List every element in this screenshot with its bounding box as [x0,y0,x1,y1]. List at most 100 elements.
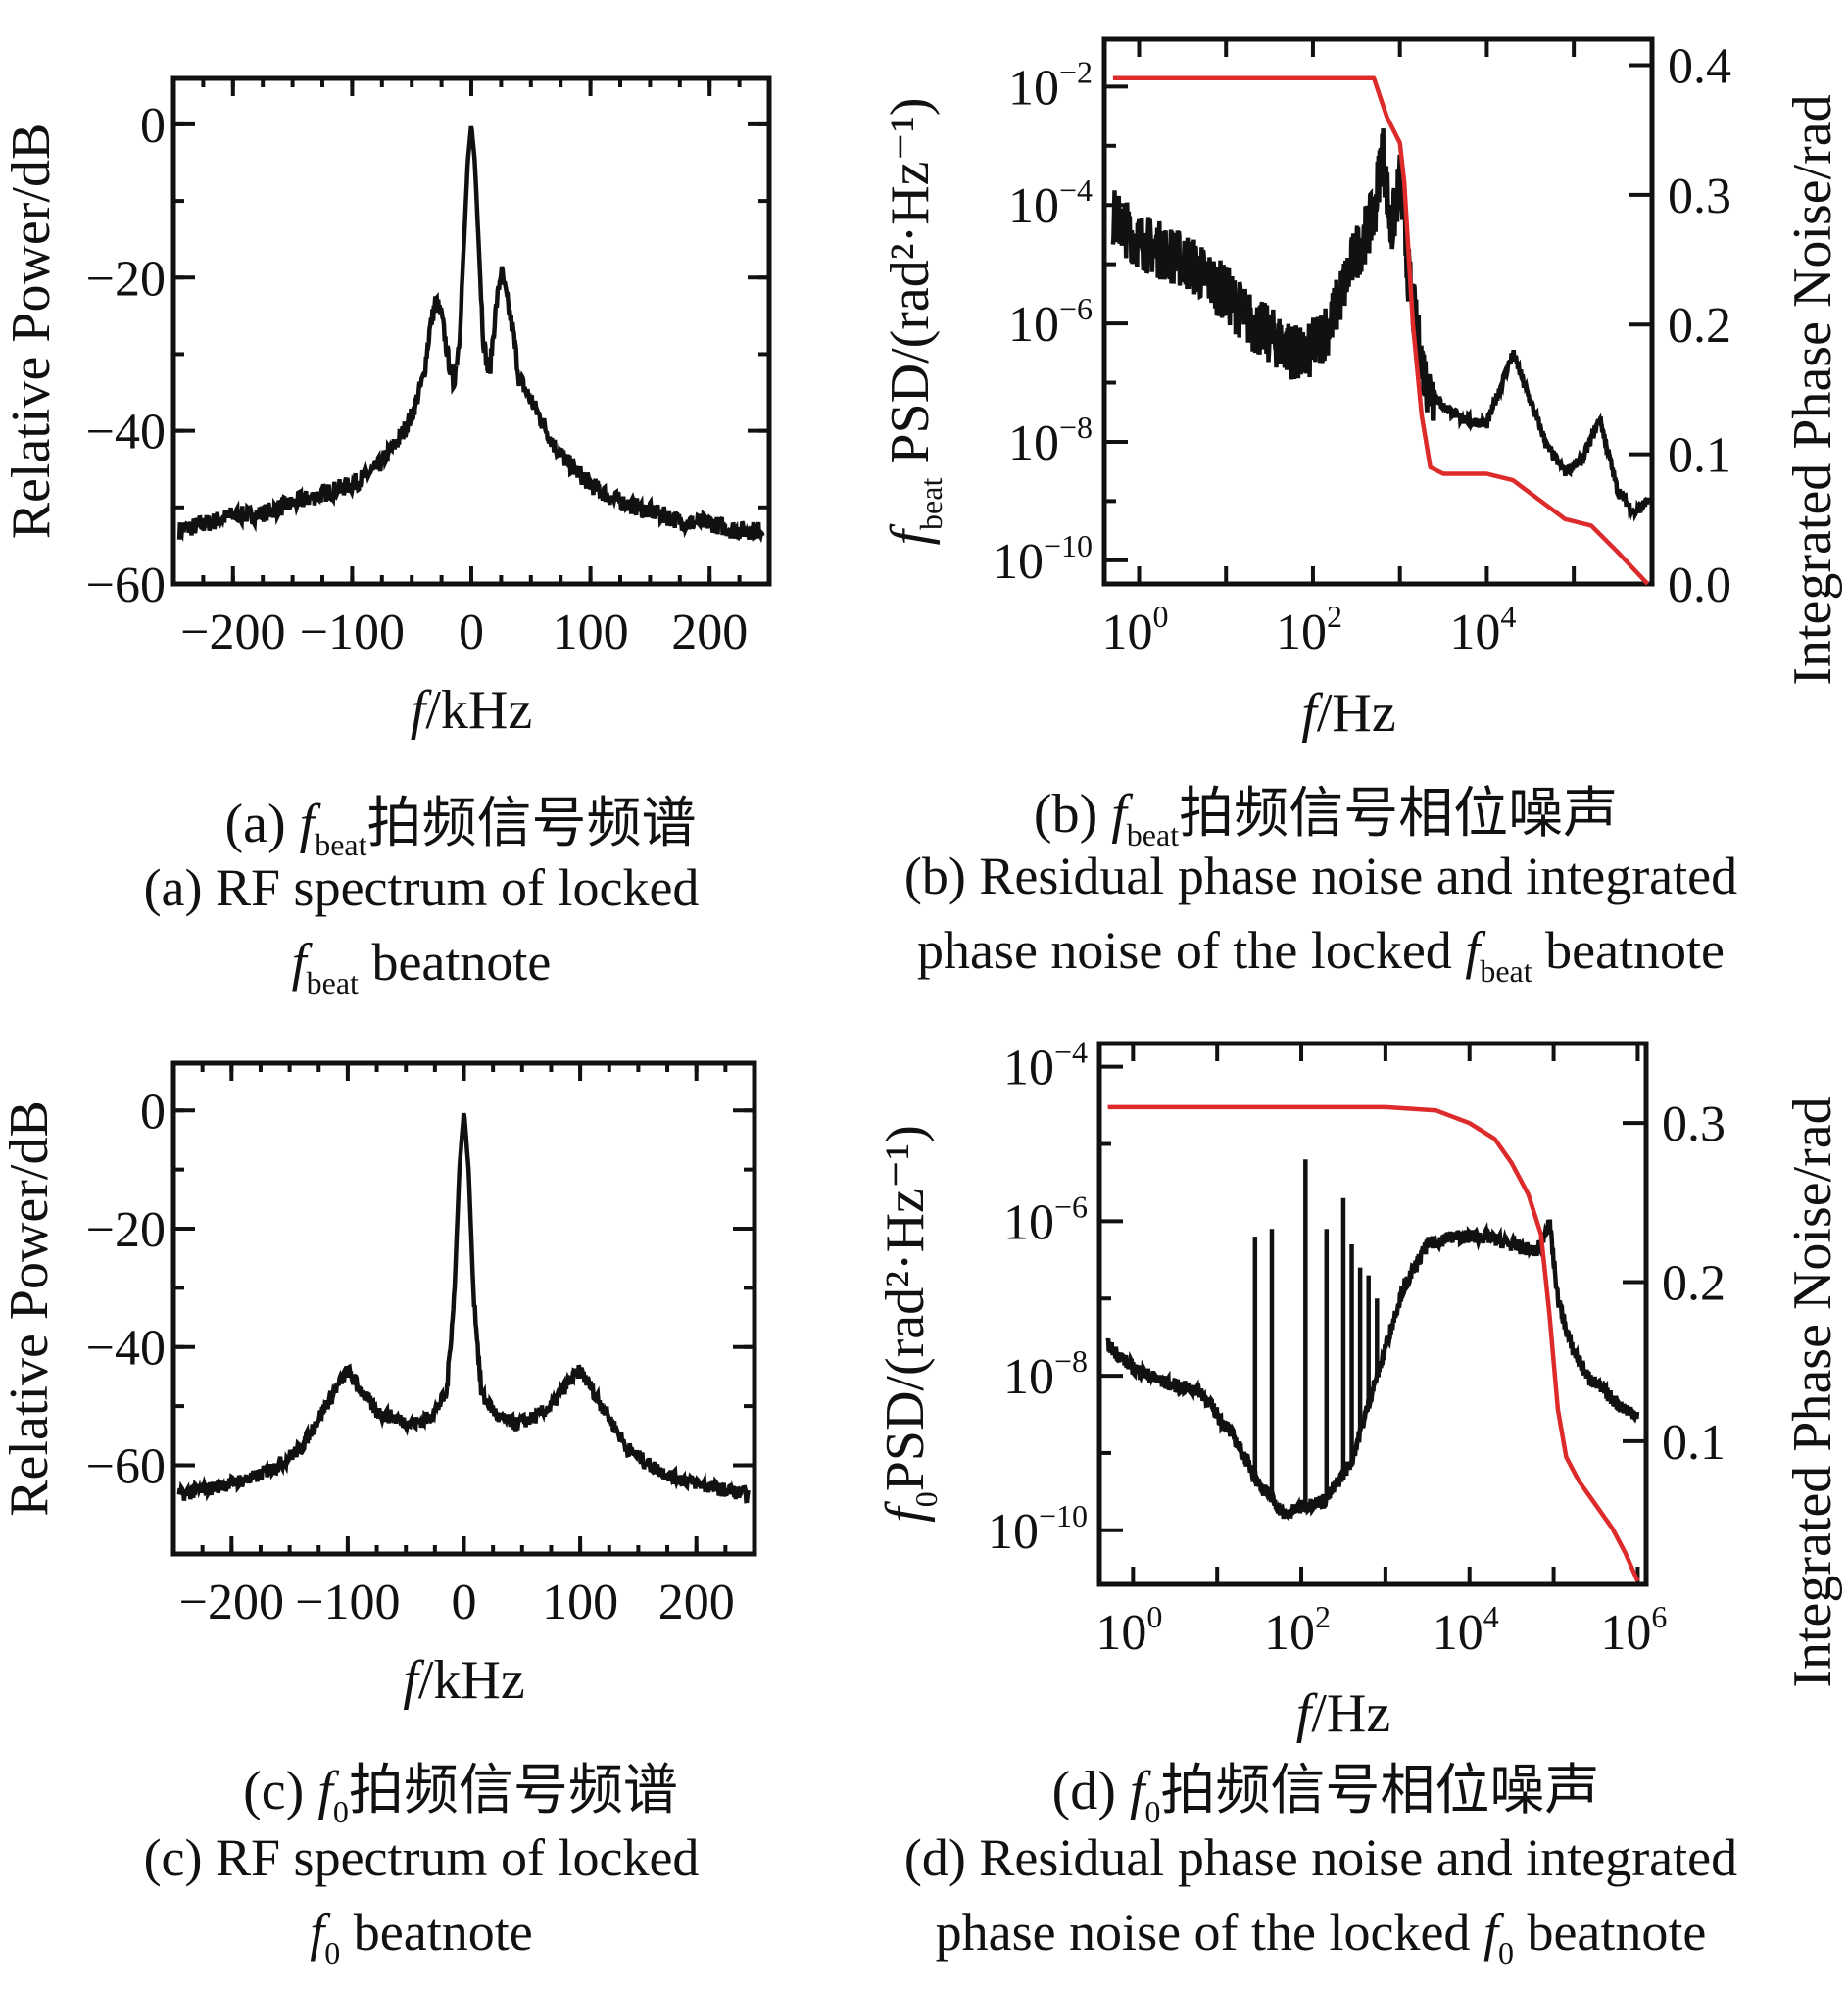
y-tick-label-b: 10−6 [1008,291,1093,353]
y2-tick-label-b: 0.1 [1668,428,1731,484]
x-tick-exp-d: 0 [1146,1599,1162,1634]
plot-frame-d [1096,1041,1649,1587]
caption-a-en-sub: beat [306,965,359,1000]
y-tick-label-b: 10−4 [1008,172,1093,234]
x-tick-exp-d: 2 [1315,1599,1331,1634]
y-axis-label-a: Relative Power/dB [1,123,62,540]
series-line-a [176,125,765,544]
caption-d-en-text: phase noise of the locked [935,1903,1483,1962]
caption-d-en-f: f [1483,1903,1498,1962]
y-tick-exp-b: −10 [1044,528,1093,563]
caption-a-f: f [299,794,316,854]
caption-c-en-line2: f0 beatnote [59,1895,784,1990]
x-axis-label-c: f/kHz [403,1650,524,1711]
caption-c-sub: 0 [332,1794,349,1829]
y-tick-label-d: 10−6 [1003,1189,1088,1250]
x-tick-label-a: −100 [300,605,405,660]
caption-d-en: (d) Residual phase noise and integrated … [794,1820,1848,1990]
x-axis-label-d: f/Hz [1296,1683,1390,1744]
y-tick-label-d: 10−4 [1003,1035,1088,1096]
caption-b-cn: (b) fbeat拍频信号相位噪声 [803,769,1848,853]
x-tick-base-b: 10 [1101,605,1152,660]
caption-d-en-line2: phase noise of the locked f0 beatnote [794,1895,1848,1990]
y-tick-base-b: 10 [1008,178,1059,234]
caption-d-en-rest: beatnote [1513,1903,1707,1962]
y-tick-base-d: 10 [1003,1349,1054,1405]
x-tick-label-c: 0 [452,1575,477,1630]
caption-c-f: f [317,1761,333,1821]
caption-c-en-f: f [310,1903,325,1962]
y-tick-base-d: 10 [1003,1041,1054,1096]
caption-d-en-sub: 0 [1497,1935,1514,1970]
y-tick-base-b: 10 [993,534,1044,590]
caption-a-cn: (a) fbeat拍频信号频谱 [0,779,921,863]
x-tick-label-d: 106 [1600,1599,1667,1661]
y-tick-exp-d: −6 [1054,1189,1088,1224]
y2-axis-label-d: Integrated Phase Noise/rad [1782,1096,1843,1687]
x-tick-label-b: 102 [1276,599,1342,660]
y-tick-exp-d: −10 [1039,1498,1088,1533]
integrated-noise-line-d [1107,1104,1640,1582]
x-tick-base-d: 10 [1600,1605,1651,1661]
caption-a-en-f: f [291,933,307,992]
x-tick-label-a: −200 [180,605,285,660]
y-tick-exp-b: −6 [1059,291,1093,326]
y-axis-label-rest-d: PSD/(rad²·Hz⁻¹) [875,1125,936,1491]
caption-d-cn: (d) f0拍频信号相位噪声 [803,1746,1848,1830]
caption-c-en: (c) RF spectrum of locked f0 beatnote [59,1820,784,1990]
y-tick-label-a: −60 [86,558,166,613]
caption-b-en-text: phase noise of the locked [916,921,1466,980]
y-tick-exp-b: −8 [1059,410,1093,445]
x-tick-label-a: 100 [553,605,629,660]
y-tick-exp-b: −4 [1059,172,1093,208]
caption-c-cn-text: 拍频信号频谱 [348,1761,678,1821]
x-tick-label-a: 0 [459,605,484,660]
x-tick-label-d: 100 [1095,1599,1162,1661]
y-tick-label-c: 0 [140,1084,166,1140]
x-tick-label-c: 200 [658,1575,735,1630]
x-tick-exp-d: 4 [1483,1599,1499,1634]
caption-b-f: f [1111,784,1127,845]
y2-tick-label-d: 0.2 [1662,1256,1726,1312]
x-tick-base-d: 10 [1095,1605,1146,1661]
x-axis-label-rest-b: /Hz [1317,683,1396,744]
x-tick-base-d: 10 [1264,1605,1315,1661]
y-tick-label-b: 10−10 [993,528,1093,590]
x-tick-label-a: 200 [671,605,748,660]
x-tick-exp-b: 2 [1327,599,1342,634]
caption-b-cn-text: 拍频信号相位噪声 [1179,784,1619,845]
x-tick-label-d: 104 [1433,1599,1499,1661]
y-tick-base-b: 10 [1008,415,1059,471]
caption-b-en-line2: phase noise of the locked fbeat beatnote [794,913,1848,1008]
integrated-noise-line-b [1112,75,1650,586]
caption-b-en-f: f [1465,921,1481,980]
caption-c-cn: (c) f0拍频信号频谱 [0,1746,921,1830]
caption-a-cn-text: 拍频信号频谱 [366,794,697,854]
caption-c-en-rest: beatnote [340,1903,533,1962]
caption-c-tag: (c) [243,1761,318,1821]
y2-tick-label-d: 0.3 [1662,1096,1726,1152]
caption-a-sub: beat [315,827,367,862]
caption-b-en: (b) Residual phase noise and integrated … [794,839,1848,1008]
y-tick-label-d: 10−10 [988,1498,1088,1560]
caption-b-tag: (b) [1033,784,1112,845]
y-axis-label-rest-b: PSD/(rad²·Hz⁻¹) [880,97,941,477]
x-tick-label-b: 104 [1449,599,1516,660]
x-tick-label-c: 100 [542,1575,618,1630]
y-axis-label-sub-d: 0 [908,1491,944,1507]
x-tick-base-b: 10 [1276,605,1327,660]
y2-tick-label-b: 0.3 [1668,169,1731,224]
caption-d-sub: 0 [1144,1794,1161,1829]
caption-d-en-line1: (d) Residual phase noise and integrated [903,1828,1738,1887]
caption-b-en-rest: beatnote [1532,921,1726,980]
x-axis-label-b: f/Hz [1301,683,1395,744]
y-tick-exp-b: −2 [1059,54,1093,89]
y-axis-label-sub-b: beat [913,478,948,530]
y-tick-label-c: −40 [86,1321,166,1377]
x-tick-base-b: 10 [1449,605,1500,660]
y-tick-label-c: −60 [86,1438,166,1494]
y2-tick-label-b: 0.2 [1668,298,1731,354]
plot-frame-b [1101,36,1655,587]
y-axis-label-b: fbeat PSD/(rad²·Hz⁻¹) [880,97,948,545]
